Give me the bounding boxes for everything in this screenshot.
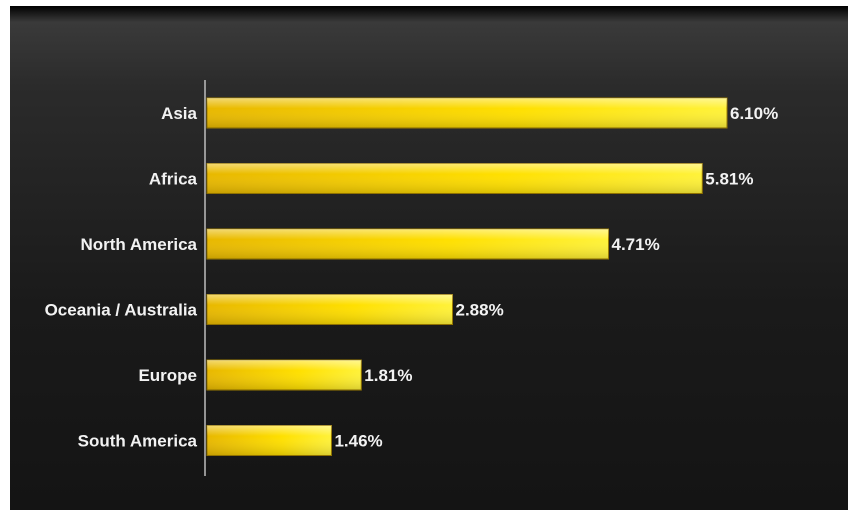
bar-shine [207, 425, 332, 456]
bar-shine [207, 294, 453, 325]
category-label: Oceania / Australia [45, 301, 198, 320]
category-label: Africa [149, 170, 198, 189]
value-label: 4.71% [612, 235, 660, 254]
category-label: North America [80, 235, 197, 254]
value-label: 6.10% [730, 104, 778, 123]
bar-shine [207, 229, 609, 259]
value-label: 2.88% [456, 301, 504, 320]
category-label: Europe [138, 366, 197, 385]
value-label: 1.81% [364, 366, 412, 385]
category-label: South America [78, 432, 198, 451]
bar-chart: Asia 6.10% Africa 5.81% North America 4.71% Oc… [45, 80, 779, 476]
bar-shine [207, 163, 703, 194]
bars-layer [206, 97, 728, 456]
bar-shine [207, 98, 727, 128]
value-label: 5.81% [705, 170, 753, 189]
category-label: Asia [161, 104, 197, 123]
labels-layer: Asia 6.10% Africa 5.81% North America 4.71% Oc… [45, 104, 779, 451]
bar-shine [207, 360, 362, 390]
chart-panel: Asia 6.10% Africa 5.81% North America 4.71% Oc… [10, 6, 848, 510]
value-label: 1.46% [334, 432, 382, 451]
